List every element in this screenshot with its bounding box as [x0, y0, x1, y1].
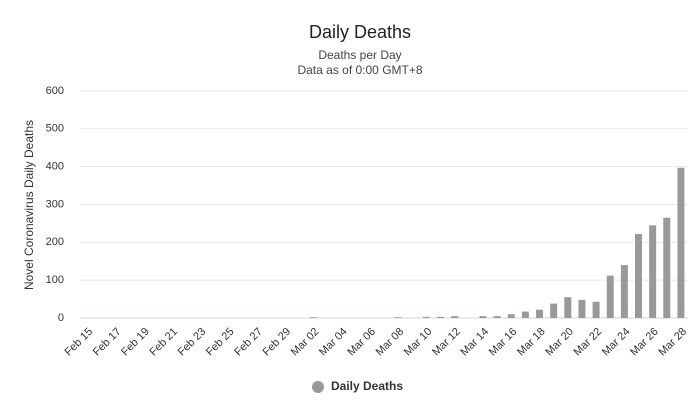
bar: [620, 265, 628, 318]
bar: [578, 299, 586, 318]
bar: [394, 317, 402, 318]
chart-subtitle: Deaths per Day: [318, 48, 401, 62]
y-tick-label: 0: [58, 312, 64, 324]
y-tick-label: 200: [46, 236, 64, 248]
x-tick-label: Mar 24: [600, 326, 633, 359]
chart-title: Daily Deaths: [309, 22, 411, 42]
y-tick-label: 500: [46, 123, 64, 135]
y-tick-label: 400: [46, 161, 64, 173]
x-tick-label: Mar 16: [487, 326, 520, 359]
x-tick-label: Mar 20: [543, 326, 576, 359]
legend-swatch: [312, 381, 324, 393]
bar: [635, 234, 643, 318]
y-tick-label: 600: [46, 85, 64, 97]
x-tick-label: Feb 21: [147, 326, 180, 359]
x-tick-label: Mar 02: [289, 326, 322, 359]
x-tick-label: Mar 12: [430, 326, 463, 359]
x-tick-label: Feb 29: [260, 326, 293, 359]
y-tick-label: 300: [46, 198, 64, 210]
bar: [422, 316, 430, 318]
chart-subtitle: Data as of 0:00 GMT+8: [297, 63, 422, 77]
x-tick-label: Feb 19: [119, 326, 152, 359]
bar: [592, 301, 600, 318]
bar: [309, 317, 317, 318]
x-tick-label: Feb 23: [176, 326, 209, 359]
x-tick-label: Mar 10: [402, 326, 435, 359]
bar: [663, 217, 671, 318]
x-tick-label: Feb 27: [232, 326, 265, 359]
legend-label: Daily Deaths: [331, 379, 403, 393]
bar: [507, 314, 515, 318]
x-tick-label: Feb 17: [91, 326, 124, 359]
bar: [521, 311, 529, 318]
x-tick-label: Feb 25: [204, 326, 237, 359]
y-tick-label: 100: [46, 274, 64, 286]
bar: [677, 167, 685, 318]
x-tick-label: Mar 08: [374, 326, 407, 359]
x-tick-label: Mar 26: [628, 326, 661, 359]
bar: [649, 225, 657, 318]
x-tick-label: Mar 06: [345, 326, 378, 359]
x-tick-label: Mar 28: [656, 326, 689, 359]
bar: [437, 316, 445, 318]
x-tick-label: Mar 04: [317, 326, 350, 359]
x-tick-label: Feb 15: [63, 326, 96, 359]
bar: [606, 275, 614, 318]
y-axis-label: Novel Coronavirus Daily Deaths: [22, 120, 36, 290]
x-tick-label: Mar 22: [572, 326, 605, 359]
bar: [479, 316, 487, 318]
x-tick-label: Mar 18: [515, 326, 548, 359]
bar: [564, 297, 572, 318]
bar: [550, 303, 558, 318]
bar: [451, 316, 459, 318]
x-tick-label: Mar 14: [458, 326, 491, 359]
bar: [536, 309, 544, 318]
bar: [493, 316, 501, 318]
